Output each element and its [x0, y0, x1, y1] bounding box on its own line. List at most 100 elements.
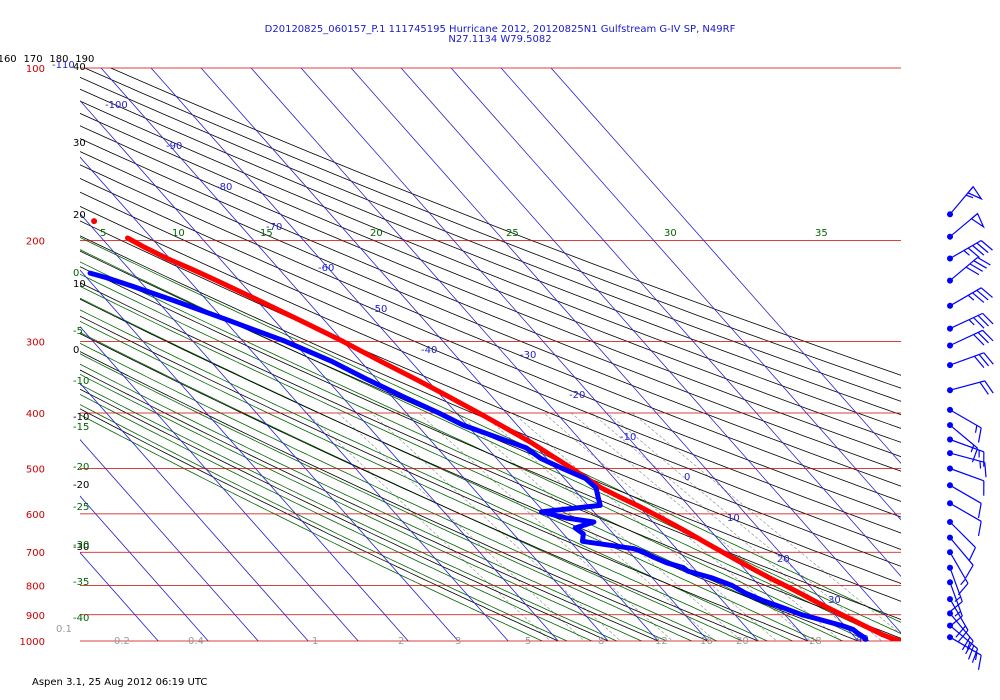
isotherm-label: 40	[856, 634, 869, 645]
temperature-profile	[125, 235, 901, 641]
wind-barb-full	[961, 636, 971, 651]
left-theta-label: 30	[73, 138, 86, 149]
isotherm-line	[500, 68, 901, 521]
upper-moist-label: 15	[260, 228, 273, 239]
wind-barb-dot	[947, 579, 953, 586]
isotherm-line	[80, 495, 209, 641]
wind-barb-full	[965, 564, 974, 579]
dry-adiabat-line	[84, 68, 901, 389]
moist-adiabat-line	[80, 414, 544, 641]
wind-barb-full	[955, 625, 966, 638]
wind-barb-full	[967, 247, 980, 259]
wind-barb-full	[984, 380, 994, 394]
wind-barb-full	[973, 334, 985, 346]
wind-barb-half	[954, 610, 961, 617]
wind-barb	[947, 185, 983, 218]
isotherm-label: 30	[828, 595, 841, 606]
isotherm-line	[350, 68, 859, 641]
upper-moist-label: 10	[172, 228, 185, 239]
dry-adiabat-line	[80, 408, 560, 641]
wind-barb-dot	[947, 500, 953, 507]
isobars	[80, 67, 901, 642]
wind-barb-full	[968, 547, 976, 562]
wind-barb-dot	[947, 634, 953, 641]
wind-barb	[947, 534, 974, 579]
wind-barb-dot	[947, 277, 953, 284]
wind-barb-dot	[947, 534, 953, 541]
dry-adiabat-line	[80, 138, 901, 472]
wind-barb-shaft	[949, 537, 974, 566]
sounding-profiles	[87, 218, 901, 641]
pressure-label: 100	[26, 64, 45, 75]
dry-adiabat-line	[80, 235, 901, 584]
wind-barb-full	[983, 451, 985, 467]
moist-adiabat-line	[80, 249, 901, 634]
left-theta-label: 40	[73, 62, 86, 73]
isotherm-label: -50	[371, 304, 387, 315]
wind-barb-full	[977, 655, 982, 670]
temperature-point	[91, 218, 98, 225]
isotherm-line	[450, 68, 901, 577]
wind-barb-half	[978, 450, 980, 458]
mixing-ratio-label: 3	[455, 636, 461, 647]
wind-barb-half	[967, 294, 975, 301]
wind-barb-shaft	[949, 438, 985, 453]
wind-barb-full	[977, 256, 991, 266]
moist-adiabat-line	[80, 373, 643, 641]
dry-adiabat-line	[80, 151, 901, 487]
wind-barb	[947, 256, 991, 284]
dry-adiabat-line	[80, 76, 901, 402]
wind-barb-shaft	[949, 636, 982, 656]
mixing-ratio-label: 5	[525, 636, 531, 647]
dry-adiabat-line	[80, 205, 901, 550]
left-theta-label: 20	[73, 210, 86, 221]
wind-barb-full	[965, 266, 980, 276]
isotherm-line	[300, 68, 809, 641]
dry-adiabat-line	[80, 369, 660, 641]
wind-barb-shaft	[949, 467, 985, 482]
wind-barb-half	[960, 578, 966, 586]
wind-barb-dot	[947, 325, 953, 332]
pressure-label: 600	[26, 510, 45, 521]
left-moist-label: -15	[73, 422, 89, 433]
moist-adiabat-line	[80, 342, 718, 641]
axis-labels: 1002003004005006007008009001000506070809…	[0, 54, 869, 648]
mixing-ratio-label: 1	[312, 636, 318, 647]
wind-barb-dot	[947, 482, 953, 489]
isotherm-label: -70	[266, 222, 282, 233]
moist-adiabat-line	[80, 383, 618, 641]
left-theta-label: 10	[73, 279, 86, 290]
wind-barb	[947, 482, 982, 519]
dry-adiabat-line	[80, 351, 710, 641]
pressure-label: 200	[26, 236, 45, 247]
wind-barb-dot	[947, 549, 953, 556]
mixing-ratio-line	[457, 412, 716, 641]
upper-moist-label: 30	[664, 228, 677, 239]
pressure-label: 700	[26, 548, 45, 559]
isotherm-label: 10	[727, 513, 740, 524]
wind-barb-dot	[947, 622, 953, 629]
wind-barb-half	[968, 319, 975, 326]
isotherm-line	[80, 439, 259, 641]
left-theta-label: -10	[73, 412, 89, 423]
wind-barb	[947, 622, 979, 663]
dry-adiabat-line	[80, 220, 901, 567]
wind-barb-full	[973, 355, 985, 369]
wind-barb-shaft	[949, 551, 969, 584]
dry-adiabat-line	[80, 315, 810, 641]
mixing-ratio-label: 0.4	[188, 636, 204, 647]
pressure-label: 500	[26, 465, 45, 476]
isotherm-line	[80, 100, 559, 641]
wind-barb-dot	[947, 519, 953, 525]
wind-barb	[947, 500, 982, 537]
wind-barb-dot	[947, 362, 953, 369]
moist-adiabat-line	[80, 309, 794, 641]
mixing-ratio-line	[418, 412, 674, 641]
wind-barb-dot	[947, 342, 953, 349]
wind-barb-dot	[947, 450, 953, 457]
wind-barb-full	[972, 245, 985, 256]
wind-barb-shaft	[949, 567, 963, 602]
wind-barb-dot	[947, 422, 953, 429]
wind-barb-full	[973, 317, 985, 329]
